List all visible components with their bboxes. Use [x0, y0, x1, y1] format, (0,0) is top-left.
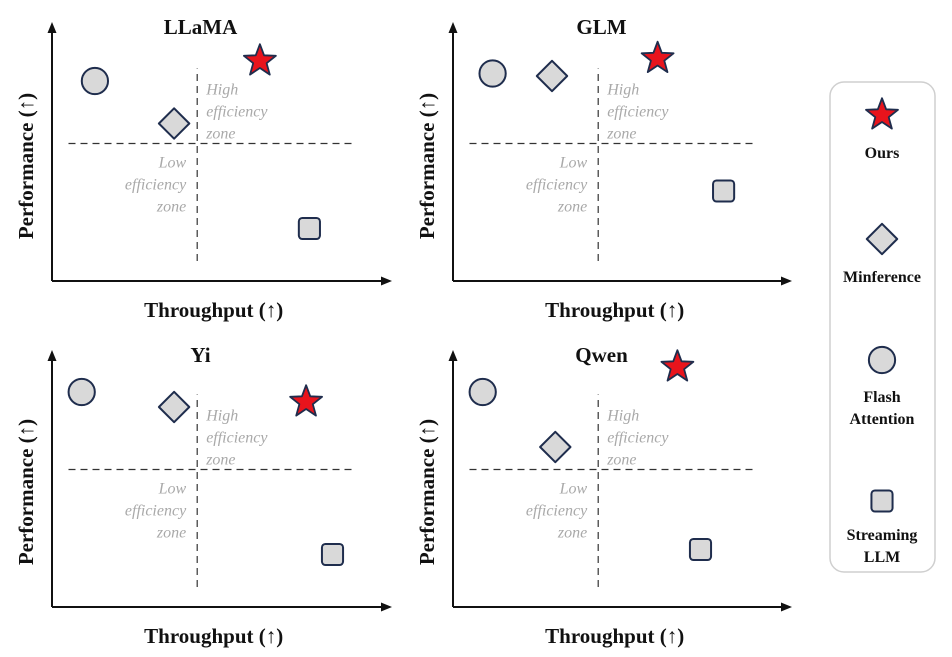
low-zone-label: efficiency — [526, 177, 588, 194]
low-zone-label: efficiency — [125, 503, 187, 520]
point-minference — [157, 390, 191, 424]
point-ours — [660, 349, 695, 382]
point-flash — [478, 59, 507, 88]
legend-label: Flash — [863, 389, 900, 406]
panels: High efficiency zone Low efficiency zone LLaMA… — [14, 15, 792, 648]
low-zone-label: zone — [557, 199, 587, 216]
diamond-icon — [865, 222, 899, 256]
legend-item-streaming: Streaming LLM — [847, 489, 918, 566]
legend-label: Minference — [843, 269, 921, 286]
points — [67, 377, 345, 567]
panel-qwen: High efficiency zone Low efficiency zone Qwen T… — [415, 343, 792, 648]
x-axis-label: Throughput (↑) — [144, 624, 283, 648]
x-axis-arrow-icon — [781, 276, 792, 286]
panel-llama: High efficiency zone Low efficiency zone LLaMA… — [14, 15, 392, 322]
y-axis-label: Performance (↑) — [14, 93, 38, 239]
x-axis-label: Throughput (↑) — [144, 298, 283, 322]
x-axis-arrow-icon — [381, 276, 392, 286]
points — [80, 43, 321, 241]
axes — [47, 350, 392, 612]
high-zone-label: High — [205, 408, 238, 425]
panel-title: LLaMA — [164, 15, 238, 39]
star-icon — [865, 97, 899, 130]
x-axis-arrow-icon — [781, 602, 792, 612]
legend-item-flash: Flash Attention — [850, 345, 915, 428]
low-zone-label: Low — [559, 481, 588, 498]
legend-label: Ours — [865, 145, 900, 162]
point-flash — [468, 377, 497, 407]
circle-icon — [867, 345, 897, 375]
y-axis-arrow-icon — [47, 350, 57, 361]
high-zone-label: efficiency — [206, 430, 268, 447]
x-axis-label: Throughput (↑) — [545, 624, 684, 648]
legend-item-minference: Minference — [843, 222, 921, 286]
points — [478, 40, 736, 203]
panel-title: Qwen — [575, 343, 628, 367]
point-streaming — [320, 542, 345, 567]
low-zone-label: zone — [156, 525, 186, 542]
legend-label: LLM — [864, 549, 900, 566]
high-zone-label: zone — [205, 452, 235, 469]
y-axis-arrow-icon — [448, 22, 458, 33]
point-streaming — [712, 179, 736, 203]
point-ours — [289, 384, 323, 417]
panel-title: GLM — [576, 15, 626, 39]
high-zone-label: efficiency — [607, 104, 669, 121]
x-axis-arrow-icon — [381, 602, 392, 612]
axes — [448, 22, 792, 286]
legend-label: Streaming — [847, 527, 918, 544]
point-ours — [243, 43, 277, 76]
point-minference — [535, 59, 569, 93]
point-ours — [640, 40, 675, 73]
low-zone-label: zone — [557, 525, 587, 542]
high-zone-label: efficiency — [607, 430, 669, 447]
y-axis-arrow-icon — [448, 350, 458, 361]
low-zone-label: zone — [156, 199, 186, 216]
square-icon — [870, 489, 894, 513]
low-zone-label: Low — [158, 481, 187, 498]
x-axis-label: Throughput (↑) — [545, 298, 684, 322]
point-streaming — [688, 537, 713, 562]
legend-label: Attention — [850, 411, 915, 428]
low-zone-label: Low — [559, 155, 588, 172]
panel-title: Yi — [190, 343, 210, 367]
high-zone-label: efficiency — [206, 104, 268, 121]
axes — [448, 350, 792, 612]
panel-yi: High efficiency zone Low efficiency zone Yi Thr… — [14, 343, 392, 648]
point-flash — [80, 66, 110, 96]
low-zone-label: Low — [158, 155, 187, 172]
legend-box — [829, 81, 936, 573]
low-zone-label: efficiency — [526, 503, 588, 520]
legend: Ours Minference Flash Attention Streaming LLM — [829, 81, 936, 573]
y-axis-label: Performance (↑) — [415, 93, 439, 239]
y-axis-label: Performance (↑) — [415, 419, 439, 565]
high-zone-label: zone — [606, 452, 636, 469]
high-zone-label: zone — [205, 126, 235, 143]
point-streaming — [297, 216, 321, 241]
points — [468, 349, 713, 562]
point-minference — [539, 430, 572, 464]
high-zone-label: High — [205, 82, 238, 99]
legend-item-ours: Ours — [865, 97, 900, 162]
y-axis-label: Performance (↑) — [14, 419, 38, 565]
y-axis-arrow-icon — [47, 22, 57, 33]
high-zone-label: zone — [606, 126, 636, 143]
point-flash — [67, 377, 96, 407]
panel-glm: High efficiency zone Low efficiency zone GLM Th… — [415, 15, 792, 322]
high-zone-label: High — [606, 408, 639, 425]
axes — [47, 22, 392, 286]
low-zone-label: efficiency — [125, 177, 187, 194]
point-minference — [157, 107, 191, 140]
high-zone-label: High — [606, 82, 639, 99]
